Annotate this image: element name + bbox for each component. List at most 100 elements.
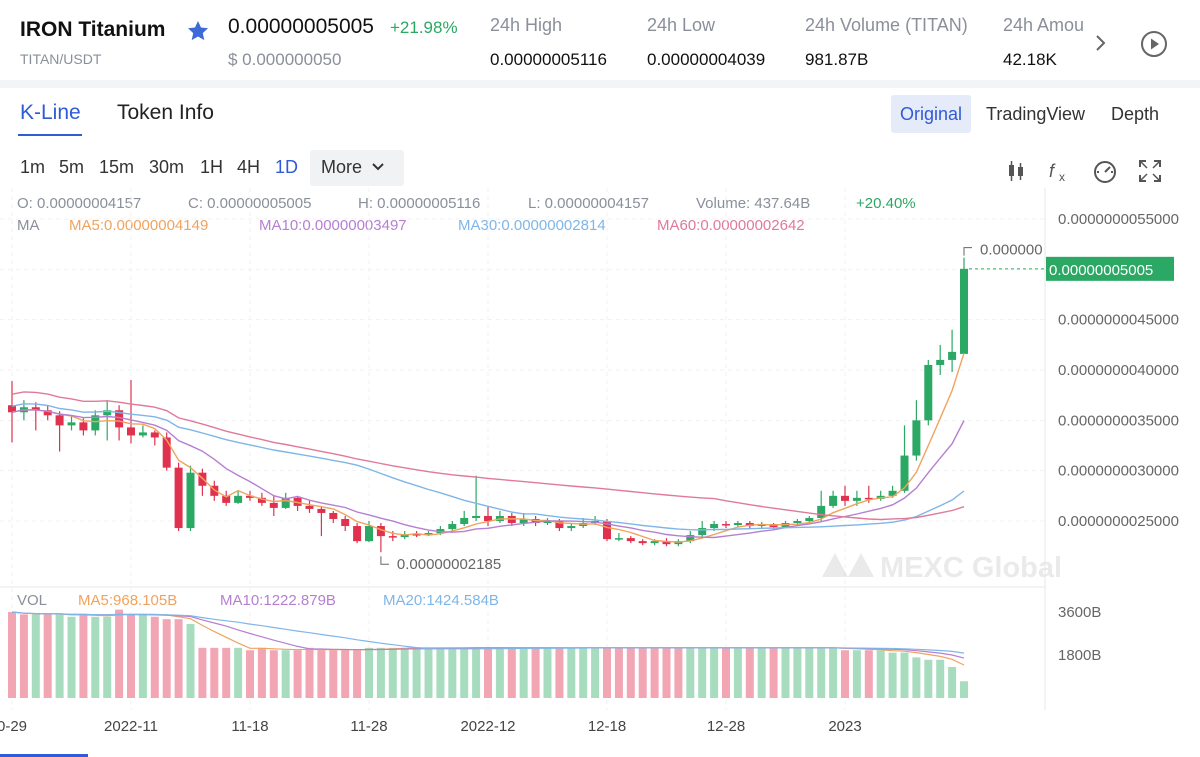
candle-body [329,512,338,519]
candle-body [650,541,659,544]
ma30-line [11,403,965,531]
volume-bar [555,647,564,698]
kline-chart[interactable]: MEXC Global 0.0000000025000 0.00000000300… [0,188,1200,754]
volume-bar [234,647,243,698]
interval-30m[interactable]: 30m [149,157,185,177]
candle [353,523,362,544]
candle-body [829,495,838,506]
candle-body [269,502,278,508]
interval-1h[interactable]: 1H [200,157,224,177]
chevron-right-icon[interactable] [1092,33,1108,53]
candle [817,490,826,521]
tab-k-line[interactable]: K-Line [20,101,81,124]
candle-body [805,517,814,521]
svg-text:x: x [1059,170,1065,184]
volume-ma-lines [11,611,965,666]
more-dropdown[interactable]: More [310,150,404,186]
volume-bar [698,647,707,698]
volume-bar [210,647,219,698]
markers: 0.000000 0.00000002185 [380,242,1043,573]
volume-bar [841,650,849,698]
candle-body [686,535,695,542]
volume-bar [162,619,171,698]
gauge-settings-icon[interactable] [1092,158,1118,184]
candle [460,510,469,527]
star-icon[interactable] [186,19,210,43]
time-tick-label: 2023 [828,718,861,735]
tab-token-info[interactable]: Token Info [117,101,214,124]
candle-body [852,497,861,501]
candle [805,515,814,524]
interval-15m[interactable]: 15m [99,157,135,177]
candle-body [460,517,469,525]
volume-bar [722,647,730,698]
ma10-line [11,409,965,539]
candle [55,411,64,452]
candle-body [353,526,362,542]
volume-bar [543,647,552,698]
volume-bar [662,647,671,698]
candle-body [567,526,576,529]
candle-body [817,505,826,518]
volume-bar [769,647,778,698]
tab-active-underline [18,134,82,136]
pair-name[interactable]: IRON Titanium [20,18,166,41]
fullscreen-icon[interactable] [1137,158,1163,184]
price-change: +21.98% [390,18,458,37]
interval-5m[interactable]: 5m [59,157,85,177]
volume-bar [198,647,207,698]
candle-body [484,515,492,521]
volume-bar [484,647,492,698]
volume-bar [79,614,88,698]
candle [341,515,350,532]
candle [198,468,207,496]
scroll-indicator[interactable] [0,754,88,757]
interval-4h[interactable]: 4H [237,157,261,177]
candle-body [127,427,135,436]
ohlc-volume: Volume: 437.64B [696,195,811,212]
current-price-tag [1046,256,1174,281]
volume-bar [281,650,290,698]
interval-1m[interactable]: 1m [20,157,46,177]
volume-bar [948,666,957,698]
view-depth[interactable]: Depth [1111,104,1160,124]
volume-bar [472,647,481,698]
candle-body [733,523,742,526]
candle-body [960,268,968,354]
volume-bar [519,647,528,698]
stat-label-low: 24h Low [647,15,716,35]
candle-body [424,533,433,536]
candle-body [519,518,528,524]
candle-body [174,467,183,529]
volume-bar [222,647,231,698]
volume-bar [757,647,766,698]
volume-bar [805,647,814,698]
play-icon[interactable] [1139,29,1169,59]
interval-1d[interactable]: 1D [275,157,299,177]
candle-body [543,521,552,524]
candle [305,500,314,513]
view-tradingview[interactable]: TradingView [986,104,1086,124]
volume-bar [864,650,873,698]
candle [626,536,635,544]
candle-body [924,364,933,421]
candle [138,425,147,438]
candle-body [888,490,897,496]
view-original[interactable]: Original [891,95,972,133]
volume-bar [579,647,588,698]
ma30-value: MA30:0.00000002814 [458,217,606,234]
volume-bar [424,647,433,698]
watermark-text: MEXC Global [880,552,1062,584]
candle [186,465,195,532]
candle-body [698,528,707,536]
candle-type-icon[interactable] [1003,158,1029,184]
candle-body [246,495,254,498]
vol-ma10-value: MA10:1222.879B [220,592,336,609]
candle-body [388,536,397,538]
candle-body [67,422,76,426]
volume-bar [8,612,16,698]
volume-bar [603,647,611,698]
ohlc-close: C: 0.00000005005 [188,195,312,212]
ohlc-low: L: 0.00000004157 [528,195,649,212]
